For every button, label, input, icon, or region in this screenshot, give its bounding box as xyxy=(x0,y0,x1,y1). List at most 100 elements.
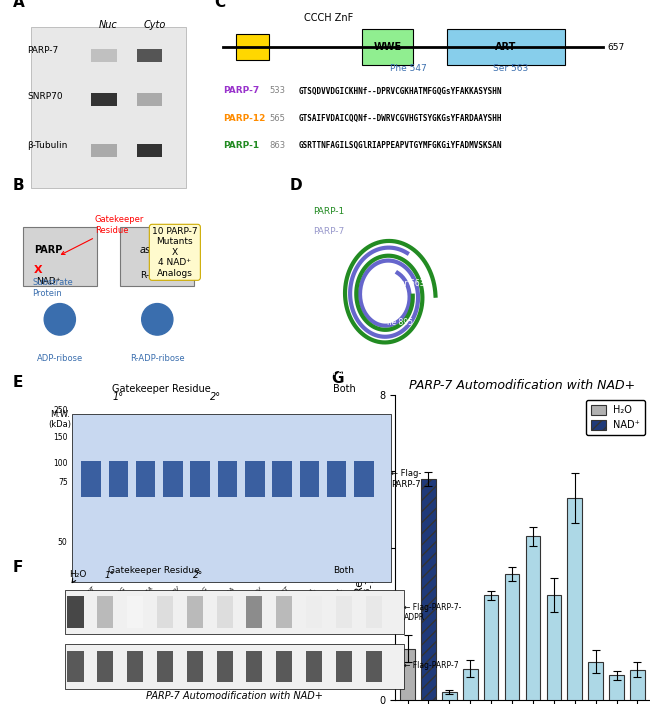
FancyBboxPatch shape xyxy=(91,144,117,157)
FancyBboxPatch shape xyxy=(66,644,404,689)
FancyBboxPatch shape xyxy=(354,461,374,497)
Text: 1°: 1° xyxy=(112,392,124,402)
Text: ← Flag-PARP-7: ← Flag-PARP-7 xyxy=(404,662,458,670)
FancyBboxPatch shape xyxy=(136,461,155,497)
FancyBboxPatch shape xyxy=(245,461,265,497)
Text: 250: 250 xyxy=(53,406,68,415)
Text: A: A xyxy=(13,0,25,11)
FancyBboxPatch shape xyxy=(306,650,322,682)
Text: S563V: S563V xyxy=(246,586,264,603)
Text: Cyto: Cyto xyxy=(144,20,166,30)
Text: PARP-12: PARP-12 xyxy=(223,114,265,123)
Text: 565: 565 xyxy=(270,114,285,123)
Text: PARP-7: PARP-7 xyxy=(223,87,259,96)
Text: GTSQDVVDGICKHNf--DPRVCGKHATMFGQGsYFAKKASYSHN: GTSQDVVDGICKHNf--DPRVCGKHATMFGQGsYFAKKAS… xyxy=(299,87,502,96)
Text: G: G xyxy=(332,370,344,386)
Title: PARP-7 Automodification with NAD+: PARP-7 Automodification with NAD+ xyxy=(410,379,636,392)
Text: WT: WT xyxy=(86,586,96,596)
Text: NAD⁺: NAD⁺ xyxy=(36,277,60,286)
Bar xyxy=(463,669,478,700)
Circle shape xyxy=(44,303,75,335)
FancyBboxPatch shape xyxy=(246,650,263,682)
Text: 100: 100 xyxy=(53,459,68,467)
Bar xyxy=(400,648,415,700)
Text: PARP-7: PARP-7 xyxy=(313,227,345,236)
Text: F547V: F547V xyxy=(164,586,182,603)
Text: E: E xyxy=(13,375,23,390)
Text: F547A: F547A xyxy=(136,586,155,603)
Text: X: X xyxy=(34,265,43,275)
Text: Ser 563: Ser 563 xyxy=(493,63,528,73)
FancyBboxPatch shape xyxy=(136,144,162,157)
FancyBboxPatch shape xyxy=(68,596,83,628)
FancyBboxPatch shape xyxy=(163,461,183,497)
Text: F: F xyxy=(13,560,23,574)
FancyBboxPatch shape xyxy=(365,650,382,682)
FancyBboxPatch shape xyxy=(235,34,270,60)
Text: PARP-1: PARP-1 xyxy=(313,207,345,216)
Text: Gatekeeper Residue: Gatekeeper Residue xyxy=(108,566,200,574)
Text: 2°: 2° xyxy=(193,571,203,580)
FancyBboxPatch shape xyxy=(136,93,162,106)
FancyBboxPatch shape xyxy=(216,596,233,628)
Text: SNRP70: SNRP70 xyxy=(27,92,63,101)
FancyBboxPatch shape xyxy=(306,596,322,628)
Bar xyxy=(588,662,603,700)
Text: F547A,
S563V: F547A, S563V xyxy=(298,586,321,609)
Text: 150: 150 xyxy=(53,433,68,442)
Bar xyxy=(421,479,436,700)
Text: PARP-1: PARP-1 xyxy=(223,142,259,151)
FancyBboxPatch shape xyxy=(91,93,117,106)
Y-axis label: Relative Level of
PARP-7 Automodification: Relative Level of PARP-7 Automodificatio… xyxy=(355,479,376,617)
FancyBboxPatch shape xyxy=(127,596,143,628)
Text: PARP-7 Automodification with NAD+: PARP-7 Automodification with NAD+ xyxy=(146,691,323,701)
FancyBboxPatch shape xyxy=(136,49,162,62)
Text: Phe 547: Phe 547 xyxy=(391,63,427,73)
Text: Both: Both xyxy=(333,384,356,394)
Text: 2°: 2° xyxy=(210,392,222,402)
Text: GSRTTNFAGILSQGlRIAPPEAPVTGYMFGKGiYFADMVSKSAN: GSRTTNFAGILSQGlRIAPPEAPVTGYMFGKGiYFADMVS… xyxy=(299,142,502,151)
Text: S563T: S563T xyxy=(273,586,291,603)
Bar xyxy=(547,595,561,700)
Text: Substrate
Protein: Substrate Protein xyxy=(32,278,73,298)
FancyBboxPatch shape xyxy=(218,461,237,497)
Text: Leu 877  Phe 547: Leu 877 Phe 547 xyxy=(322,367,388,377)
FancyBboxPatch shape xyxy=(336,596,352,628)
Legend: H₂O, NAD⁺: H₂O, NAD⁺ xyxy=(586,400,645,435)
Text: ← Flag-PARP-7-
ADPR: ← Flag-PARP-7- ADPR xyxy=(404,603,461,622)
FancyBboxPatch shape xyxy=(109,461,128,497)
FancyBboxPatch shape xyxy=(187,596,203,628)
Text: R-NAD⁺: R-NAD⁺ xyxy=(140,272,174,280)
FancyBboxPatch shape xyxy=(276,596,292,628)
Text: F547A,
S563T: F547A, S563T xyxy=(325,586,348,609)
FancyBboxPatch shape xyxy=(246,596,263,628)
FancyBboxPatch shape xyxy=(120,227,194,286)
Text: PARP-7: PARP-7 xyxy=(27,46,58,55)
FancyBboxPatch shape xyxy=(81,461,101,497)
Text: 657: 657 xyxy=(607,42,625,51)
Text: B: B xyxy=(13,178,25,193)
Text: CCCH ZnF: CCCH ZnF xyxy=(304,13,353,23)
FancyBboxPatch shape xyxy=(91,49,117,62)
Text: H₂O: H₂O xyxy=(69,570,86,583)
FancyBboxPatch shape xyxy=(66,590,404,634)
Text: Nuc: Nuc xyxy=(98,20,117,30)
FancyBboxPatch shape xyxy=(72,414,391,582)
Text: 533: 533 xyxy=(270,87,285,96)
Bar xyxy=(630,670,645,700)
FancyBboxPatch shape xyxy=(363,29,413,65)
FancyBboxPatch shape xyxy=(157,596,173,628)
FancyBboxPatch shape xyxy=(68,650,83,682)
FancyBboxPatch shape xyxy=(447,29,565,65)
FancyBboxPatch shape xyxy=(190,461,210,497)
Text: 50: 50 xyxy=(58,538,68,546)
Text: C: C xyxy=(214,0,226,11)
Text: S563A: S563A xyxy=(218,586,237,603)
Bar xyxy=(505,574,519,700)
Text: GTSAIFVDAICQQNf--DWRVCGVHGTSYGKGsYFARDAAYSHH: GTSAIFVDAICQQNf--DWRVCGVHGTSYGKGsYFARDAA… xyxy=(299,114,502,123)
Bar xyxy=(484,595,499,700)
FancyBboxPatch shape xyxy=(327,461,346,497)
Circle shape xyxy=(142,303,173,335)
Text: 863: 863 xyxy=(270,142,285,151)
Text: F547G: F547G xyxy=(109,586,127,603)
